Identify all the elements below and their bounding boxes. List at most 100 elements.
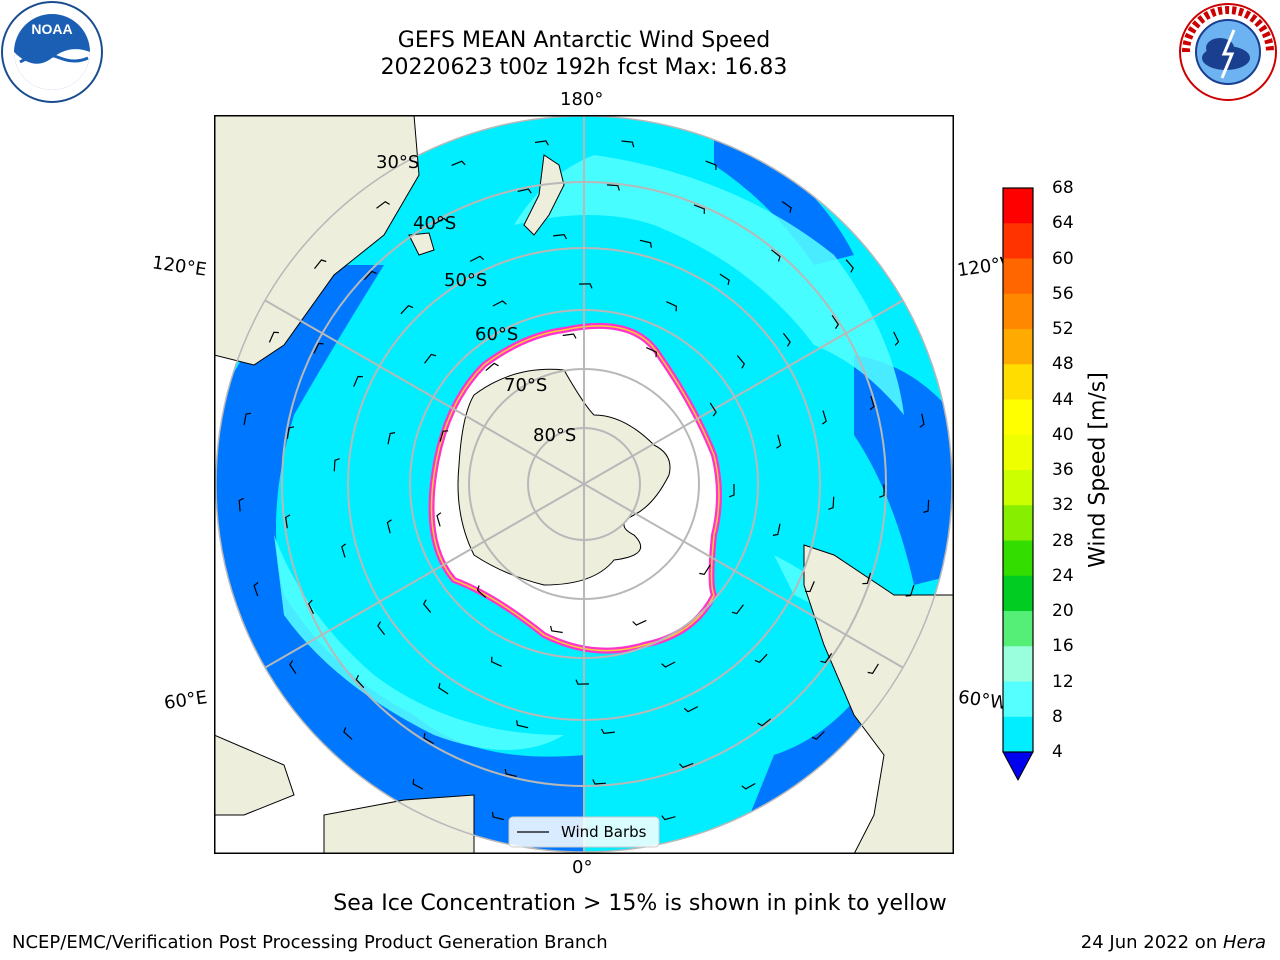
wind-barb (666, 301, 678, 312)
lon-label-0: 0° (572, 857, 593, 878)
lat-label-40s: 40°S (413, 213, 457, 234)
legend-label: Wind Barbs (561, 823, 647, 841)
wind-barb (386, 519, 392, 534)
wind-barb (771, 249, 781, 262)
wind-barb (422, 599, 432, 613)
wind-barb (923, 499, 930, 514)
wind-barb (621, 140, 635, 148)
wind-barb (439, 430, 449, 442)
wind-barb (661, 661, 676, 668)
wind-barb (782, 332, 791, 347)
wind-barb (845, 259, 854, 273)
colorbar-cell (1003, 575, 1033, 612)
colorbar (1000, 186, 1040, 786)
colorbar-outline (1002, 187, 1034, 753)
wind-barb (693, 204, 705, 214)
wind-barb (550, 625, 563, 634)
colorbar-cell (1003, 188, 1033, 224)
lon-label-180: 180° (560, 89, 604, 110)
wind-barb (709, 402, 717, 417)
wind-barb (741, 782, 756, 790)
colorbar-cell (1003, 470, 1033, 506)
wind-barb (828, 496, 835, 510)
colorbar-cell (1003, 681, 1033, 718)
footer-date: 24 Jun 2022 on (1080, 932, 1223, 953)
wind-barb (639, 239, 652, 248)
wind-barb (757, 718, 772, 727)
colorbar-tick-label: 12 (1052, 671, 1074, 692)
colorbar-cell (1003, 540, 1033, 577)
wind-barb (781, 201, 792, 213)
colorbar-tick-label: 4 (1052, 742, 1063, 762)
lat-label-30s: 30°S (376, 152, 420, 173)
lon-label-60e: 60°E (162, 687, 209, 714)
footer-left: NCEP/EMC/Verification Post Processing Pr… (12, 932, 608, 953)
wind-barb (434, 217, 449, 225)
colorbar-cell (1003, 611, 1033, 647)
wind-barb (579, 283, 593, 289)
wind-barb (754, 653, 768, 664)
lat-label-80s: 80°S (533, 425, 577, 446)
wind-barb (661, 815, 676, 821)
wind-barb (534, 140, 549, 146)
wind-barb (285, 514, 291, 529)
map-frame (214, 115, 954, 854)
colorbar-cell (1003, 258, 1033, 295)
wind-barb (387, 432, 396, 445)
wind-barb (491, 811, 504, 821)
footer-right: 24 Jun 2022 on Hera (1081, 932, 1266, 953)
colorbar-cell (1003, 716, 1033, 753)
wind-barb (476, 585, 487, 598)
wind-barb (516, 720, 529, 729)
wind-barb (517, 188, 532, 194)
colorbar-cell (1003, 329, 1033, 365)
wind-barb (869, 395, 875, 411)
colorbar-tick-label: 68 (1052, 178, 1074, 198)
antarctica (457, 368, 671, 586)
colorbar-extend-triangle (1002, 751, 1034, 782)
chart-title: GEFS MEAN Antarctic Wind Speed (397, 28, 771, 53)
colorbar-tick-label: 52 (1052, 319, 1074, 339)
wind-barb (243, 412, 252, 426)
colorbar-tick-label: 60 (1052, 248, 1074, 269)
polar-map: Wind Barbs (213, 114, 955, 855)
wind-barb (423, 733, 434, 745)
wind-barb (592, 779, 606, 785)
noaa-logo: NOAA (0, 0, 104, 104)
wind-barb (286, 426, 295, 439)
wind-barb (646, 347, 657, 358)
sea-ice-edge-yellow (430, 325, 720, 652)
wind-barb (253, 582, 259, 597)
wind-barb (867, 663, 879, 674)
wind-barb (333, 458, 340, 472)
longitude-grid (216, 116, 952, 852)
wind-barb (562, 333, 577, 339)
wind-barb (307, 599, 315, 614)
wind-barb (919, 413, 925, 428)
colorbar-cell (1003, 293, 1033, 330)
wind-barb (314, 259, 327, 269)
colorbar-tick-label: 32 (1052, 495, 1074, 516)
wind-barb (376, 200, 390, 209)
wind-barb (492, 300, 507, 307)
lat-label-70s: 70°S (504, 375, 548, 396)
wind-barb (776, 434, 782, 449)
noaa-logo-text: NOAA (31, 21, 72, 37)
wind-barb (820, 653, 833, 664)
wind-barb (341, 543, 347, 558)
wind-barb (719, 273, 730, 286)
colorbar-tick-label: 56 (1052, 283, 1074, 304)
wind-barbs (238, 140, 930, 830)
wind-barb (451, 160, 466, 166)
wind-barb (736, 355, 746, 369)
wind-barb (811, 731, 825, 740)
colorbar-ticks: 68 64 60 56 52 48 44 40 36 32 28 24 20 16 12 8 4 (1040, 178, 1090, 770)
colorbar-tick-label: 28 (1052, 530, 1074, 551)
colorbar-label: Wind Speed [m/s] (1085, 372, 1111, 568)
wind-barb (699, 564, 711, 575)
wind-barb (831, 315, 840, 329)
colorbar-tick-label: 24 (1052, 565, 1074, 586)
wind-barb (469, 255, 485, 262)
footer-host: Hera (1222, 932, 1266, 953)
colorbar-cell (1003, 646, 1033, 682)
